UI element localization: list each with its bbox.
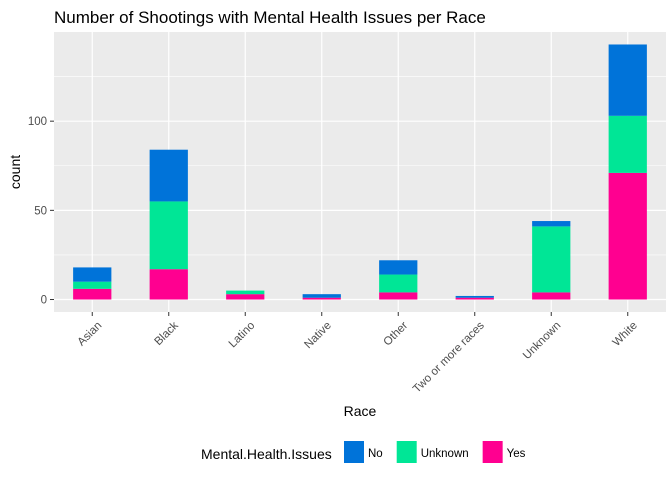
- bar-unknown-other: [379, 274, 418, 293]
- chart-title: Number of Shootings with Mental Health I…: [54, 8, 486, 27]
- y-tick-label: 50: [34, 205, 47, 217]
- legend-label: Unknown: [421, 448, 469, 460]
- bar-yes-unknown: [532, 292, 571, 300]
- y-tick-label: 100: [28, 116, 47, 128]
- bar-yes-two-or-more-races: [455, 297, 494, 300]
- x-tick-label: Two or more races: [411, 319, 487, 395]
- bar-no-asian: [73, 267, 112, 282]
- bar-unknown-latino: [226, 290, 265, 295]
- legend: Mental.Health.Issues No Unknown Yes: [201, 441, 526, 463]
- x-tick-label: Black: [152, 319, 181, 348]
- x-tick-label: Native: [302, 320, 334, 352]
- legend-label: Yes: [507, 448, 526, 460]
- x-tick-label: Unknown: [521, 320, 563, 362]
- bars: [73, 44, 647, 300]
- x-tick-label: Latino: [227, 320, 258, 351]
- bar-yes-other: [379, 292, 418, 300]
- y-tick-label: 0: [41, 295, 47, 307]
- bar-yes-white: [608, 172, 647, 300]
- bar-unknown-unknown: [532, 226, 571, 293]
- bar-no-unknown: [532, 221, 571, 227]
- bar-yes-latino: [226, 294, 265, 300]
- bar-yes-native: [302, 297, 341, 300]
- y-axis-title: count: [7, 155, 23, 189]
- plot-panel: [54, 32, 666, 312]
- x-tick-label: Other: [382, 320, 411, 349]
- bar-no-native: [302, 294, 341, 298]
- bar-yes-black: [149, 269, 188, 300]
- x-tick-label: Asian: [76, 320, 105, 349]
- x-axis-title: Race: [344, 403, 377, 419]
- bar-unknown-asian: [73, 281, 112, 289]
- bar-yes-asian: [73, 288, 112, 300]
- bar-no-other: [379, 260, 418, 275]
- legend-key-no: [344, 441, 364, 463]
- x-axis: Asian Black Latino Native Other Two or more r…: [76, 312, 640, 395]
- legend-label: No: [368, 448, 383, 460]
- bar-unknown-black: [149, 201, 188, 270]
- x-tick-label: White: [611, 320, 640, 349]
- bar-no-black: [149, 149, 188, 202]
- bar-unknown-white: [608, 115, 647, 173]
- y-axis: 0 50 100: [28, 116, 54, 307]
- legend-title: Mental.Health.Issues: [201, 446, 332, 462]
- bar-no-two-or-more-races: [455, 295, 494, 298]
- legend-key-yes: [482, 441, 503, 463]
- bar-no-white: [608, 44, 647, 116]
- legend-key-unknown: [396, 441, 417, 463]
